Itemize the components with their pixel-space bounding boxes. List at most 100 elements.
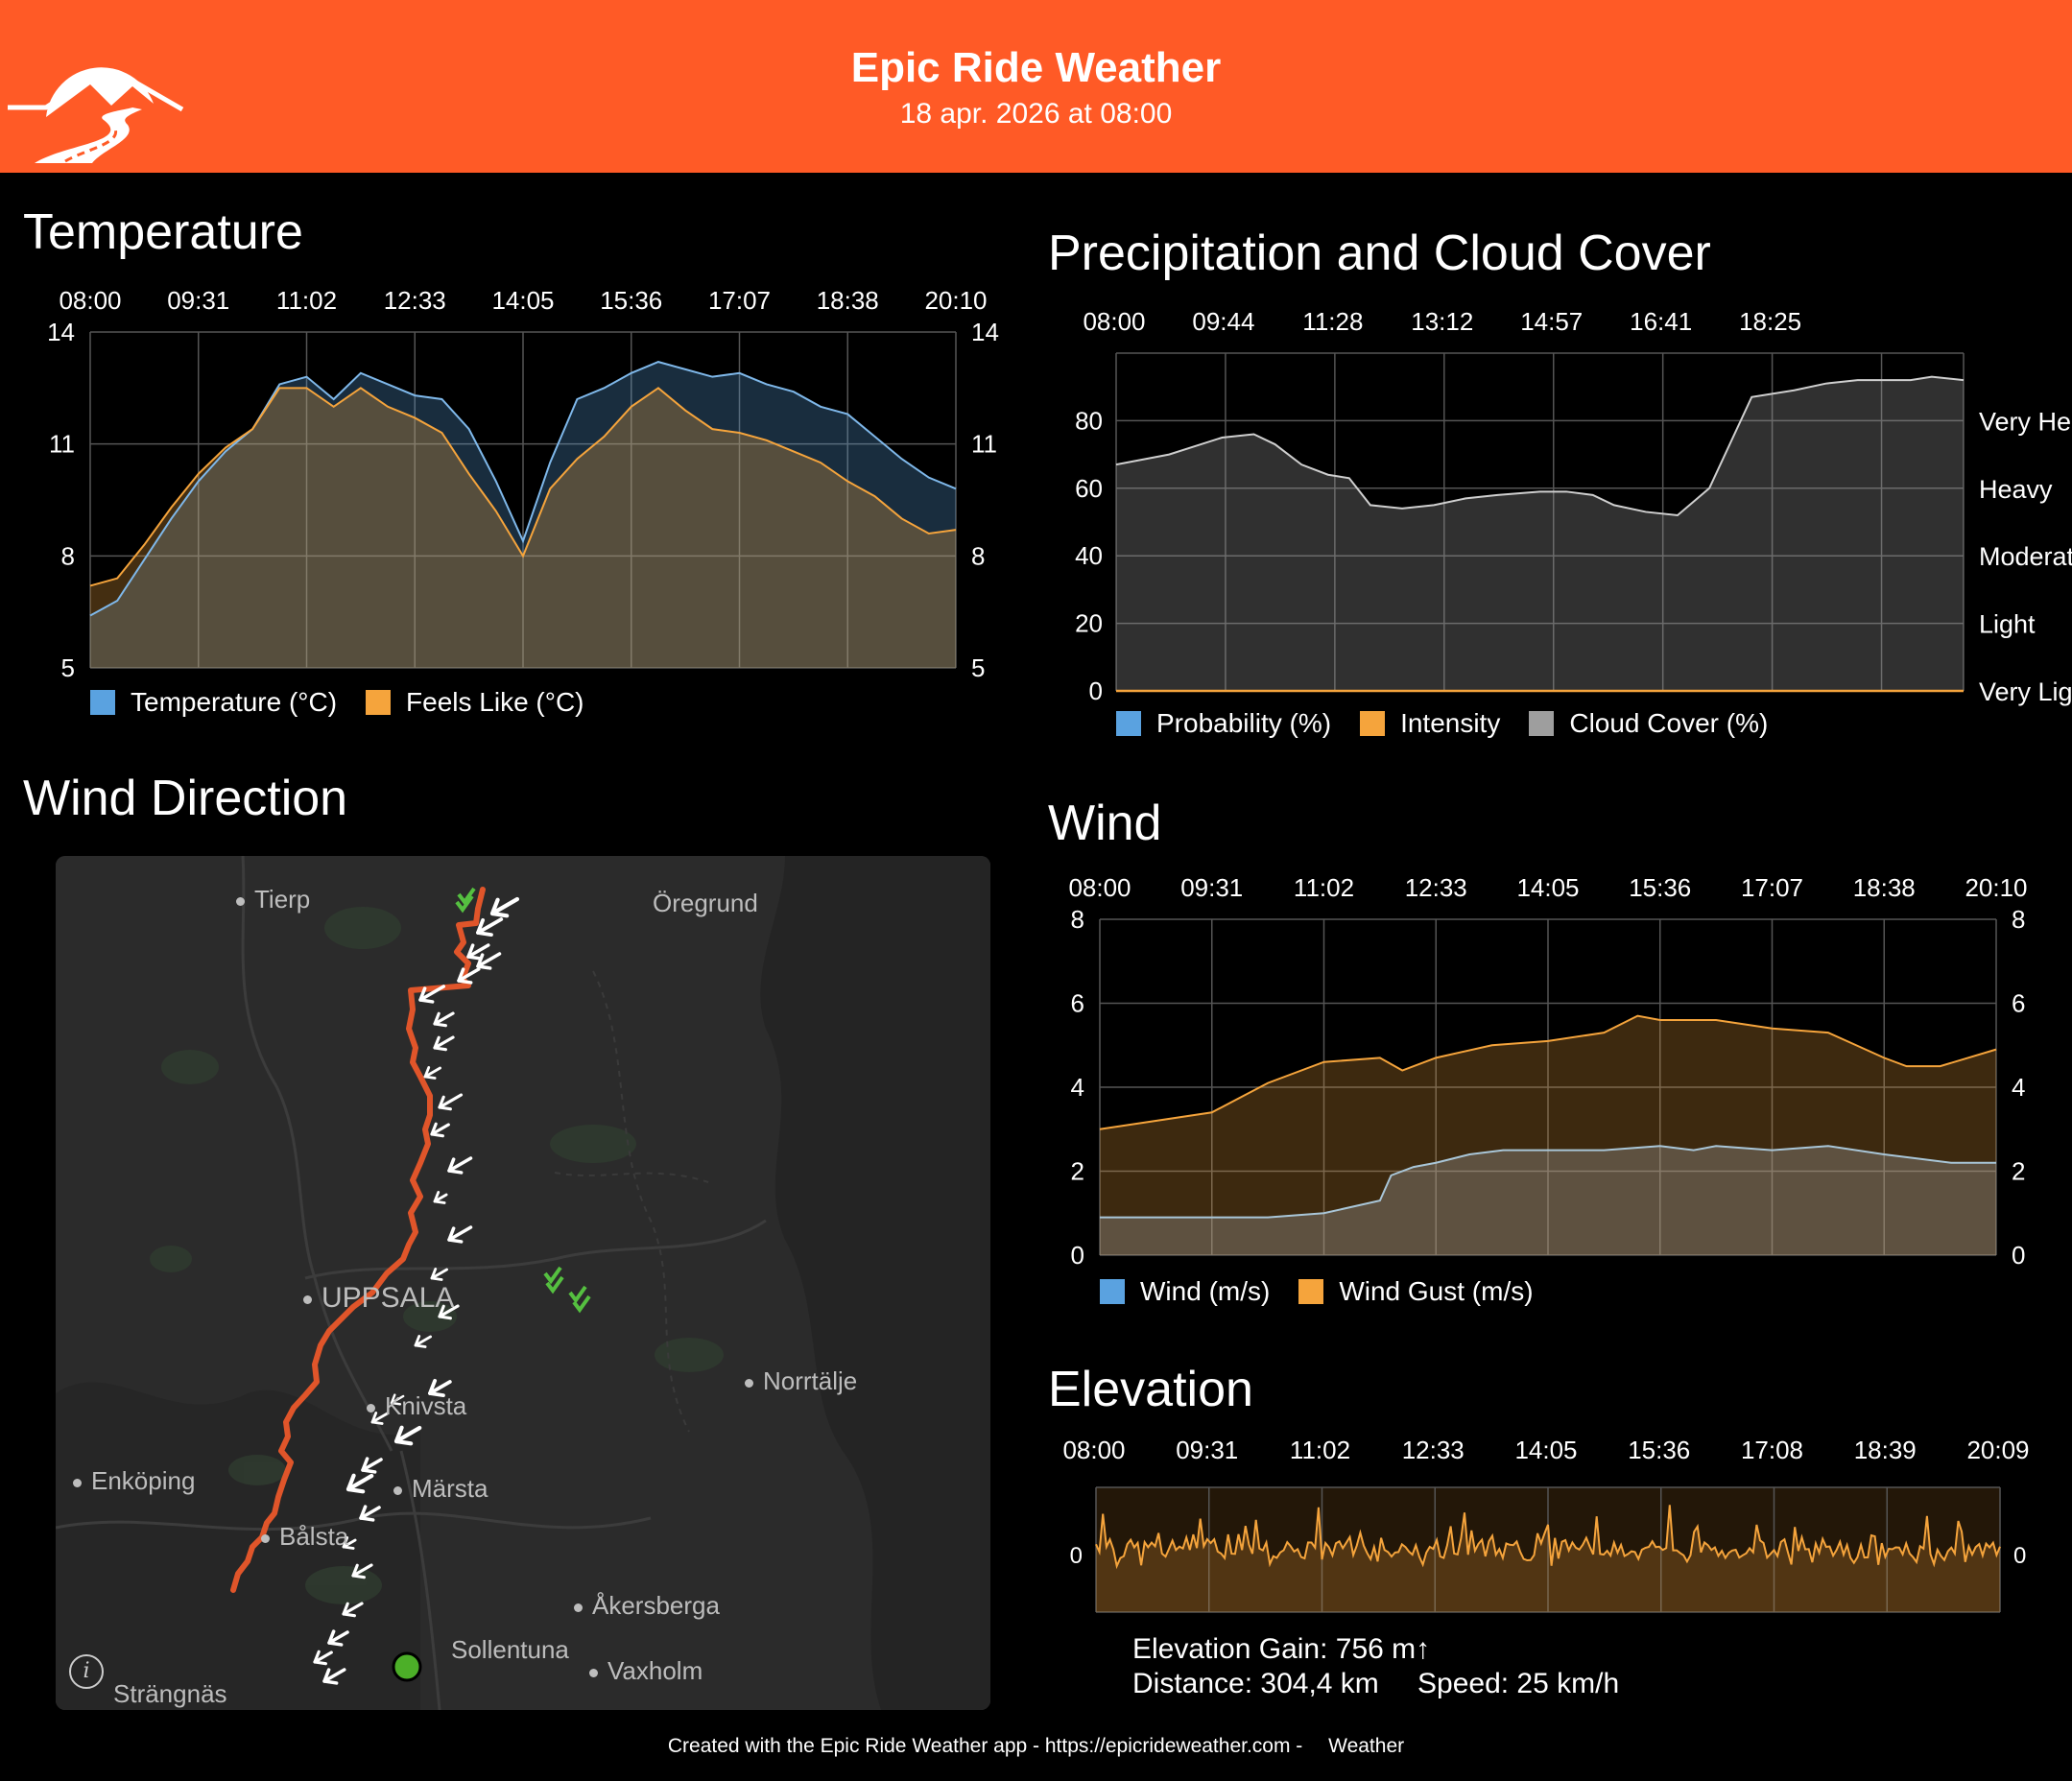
wind-arrow-icon bbox=[393, 1425, 422, 1446]
wind-arrow-head bbox=[428, 1378, 445, 1398]
wind-arrow-shaft bbox=[418, 985, 445, 1002]
x-tick-label: 11:02 bbox=[1290, 1436, 1350, 1464]
wind-arrow-icon bbox=[430, 1268, 448, 1281]
wind-arrow-icon bbox=[433, 1035, 455, 1052]
temperature-area bbox=[90, 362, 956, 668]
x-tick-label: 08:00 bbox=[59, 286, 121, 315]
x-tick-label: 08:00 bbox=[1062, 1436, 1125, 1464]
wind-arrow-head bbox=[433, 1035, 447, 1052]
y-tick-label: 0 bbox=[2013, 1543, 2026, 1569]
wind-arrow-shaft bbox=[345, 1473, 374, 1492]
legend-label: Cloud Cover (%) bbox=[1569, 708, 1769, 738]
elevation-area bbox=[1096, 1505, 2000, 1612]
y-tick-label: 8 bbox=[971, 541, 985, 570]
wind-arrow-icon bbox=[361, 1457, 383, 1474]
y-tick-label: 80 bbox=[1075, 406, 1103, 435]
mountain-road-logo-icon[interactable] bbox=[8, 29, 185, 163]
wind-arrow-shaft bbox=[342, 1538, 357, 1549]
x-tick-label: 18:39 bbox=[1854, 1436, 1917, 1464]
checkpoint-icon bbox=[455, 887, 591, 1314]
place-sollentuna: Sollentuna bbox=[451, 1635, 569, 1664]
y-tick-label: 20 bbox=[1075, 609, 1103, 638]
footer-credit[interactable]: Created with the Epic Ride Weather app -… bbox=[667, 1735, 1405, 1757]
y-tick-label: 2 bbox=[1071, 1157, 1084, 1186]
y-tick-label: 2 bbox=[2012, 1157, 2025, 1186]
wind-arrow-shaft bbox=[476, 952, 502, 968]
intensity-tick-label: Heavy bbox=[1979, 475, 2053, 504]
wind-arrow-head bbox=[414, 1335, 427, 1348]
wind-arrow-shaft bbox=[457, 967, 481, 983]
intensity-tick-label: Light bbox=[1979, 610, 2036, 639]
wind-arrow-head bbox=[433, 1191, 446, 1204]
legend-probability[interactable]: Probability (%) bbox=[1116, 708, 1331, 739]
wind-arrow-head bbox=[342, 1536, 355, 1550]
legend-swatch-wind-gust bbox=[1298, 1279, 1324, 1304]
x-tick-label: 17:08 bbox=[1741, 1436, 1803, 1464]
x-tick-label: 20:10 bbox=[924, 286, 987, 315]
legend-temperature[interactable]: Temperature (°C) bbox=[90, 687, 337, 718]
y-tick-label: 8 bbox=[2012, 905, 2025, 934]
wind-arrow-shaft bbox=[342, 1602, 364, 1616]
map-canvas bbox=[56, 856, 990, 1710]
wind-arrow-head bbox=[393, 1425, 414, 1446]
legend-swatch-cloud-cover bbox=[1529, 711, 1555, 736]
wind-arrow-shaft bbox=[393, 1425, 422, 1444]
x-tick-label: 14:05 bbox=[1514, 1436, 1577, 1464]
wind-arrow-shaft bbox=[313, 1650, 333, 1664]
temperature-chart: 08:00 09:31 11:02 12:33 14:05 15:36 17:07 18:38… bbox=[47, 286, 999, 682]
x-tick-label: 08:00 bbox=[1083, 307, 1145, 336]
legend-cloud-cover[interactable]: Cloud Cover (%) bbox=[1529, 708, 1768, 739]
map-info-icon[interactable]: i bbox=[69, 1654, 104, 1689]
wind-arrow-icon bbox=[457, 967, 481, 985]
wind-arrow-icon bbox=[327, 1629, 349, 1647]
x-tick-label: 14:05 bbox=[491, 286, 554, 315]
wind-arrow-icon bbox=[342, 1536, 357, 1550]
wind-arrow-shaft bbox=[361, 1458, 383, 1472]
wind-arrow-head bbox=[345, 1473, 366, 1494]
wind-arrow-shaft bbox=[370, 1412, 389, 1424]
y-tick-label: 0 bbox=[2012, 1241, 2025, 1270]
wind-direction-title: Wind Direction bbox=[23, 771, 348, 826]
wind-direction-map[interactable]: Tierp Öregrund UPPSALA Norrtälje Knivsta… bbox=[56, 856, 990, 1710]
elevation-chart: 08:00 09:31 11:02 12:33 14:05 15:36 17:08 18:39… bbox=[1062, 1436, 2030, 1613]
wind-arrows-layer bbox=[313, 896, 520, 1685]
wind-arrow-icon bbox=[438, 1304, 460, 1320]
x-tick-label: 12:33 bbox=[1402, 1436, 1465, 1464]
temperature-line bbox=[89, 361, 957, 617]
x-tick-label: 11:02 bbox=[276, 286, 337, 315]
wind-arrow-head bbox=[457, 967, 473, 985]
wind-arrow-head bbox=[390, 1393, 402, 1406]
x-tick-label: 17:07 bbox=[1741, 873, 1803, 902]
legend-label: Wind (m/s) bbox=[1140, 1276, 1271, 1306]
app-title: Epic Ride Weather bbox=[850, 44, 1222, 91]
legend-swatch-temperature bbox=[90, 690, 115, 715]
legend-swatch-probability bbox=[1116, 711, 1141, 736]
wind-arrow-head bbox=[423, 1066, 437, 1080]
wind-arrow-icon bbox=[322, 1668, 346, 1685]
legend-wind-gust[interactable]: Wind Gust (m/s) bbox=[1298, 1276, 1534, 1307]
wind-arrow-head bbox=[447, 1226, 464, 1244]
wind-arrow-icon bbox=[447, 1156, 473, 1175]
wind-arrow-icon bbox=[466, 943, 490, 961]
x-tick-label: 11:28 bbox=[1302, 307, 1363, 336]
legend-label: Feels Like (°C) bbox=[406, 687, 584, 717]
wind-arrow-icon bbox=[370, 1412, 389, 1425]
legend-swatch-intensity bbox=[1360, 711, 1386, 736]
wind-arrow-shaft bbox=[476, 917, 504, 935]
x-tick-label: 15:36 bbox=[1628, 1436, 1690, 1464]
y-tick-label: 40 bbox=[1075, 541, 1103, 570]
legend-wind[interactable]: Wind (m/s) bbox=[1100, 1276, 1270, 1307]
legend-intensity[interactable]: Intensity bbox=[1360, 708, 1500, 739]
wind-arrow-shaft bbox=[327, 1630, 349, 1645]
place-uppsala: UPPSALA bbox=[303, 1282, 454, 1315]
x-tick-label: 18:38 bbox=[1853, 873, 1916, 902]
x-tick-label: 09:31 bbox=[1180, 873, 1243, 902]
wind-arrow-head bbox=[370, 1412, 384, 1425]
wind-arrow-icon bbox=[414, 1335, 432, 1348]
wind-arrow-shaft bbox=[351, 1563, 373, 1578]
x-tick-label: 20:09 bbox=[1966, 1436, 2029, 1464]
wind-arrow-head bbox=[466, 943, 483, 961]
legend-feels-like[interactable]: Feels Like (°C) bbox=[366, 687, 584, 718]
precipitation-chart: 08:00 09:44 11:28 13:12 14:57 16:41 18:25 0 20 40… bbox=[1075, 307, 2072, 706]
cloud-cover-line bbox=[1115, 375, 1965, 516]
